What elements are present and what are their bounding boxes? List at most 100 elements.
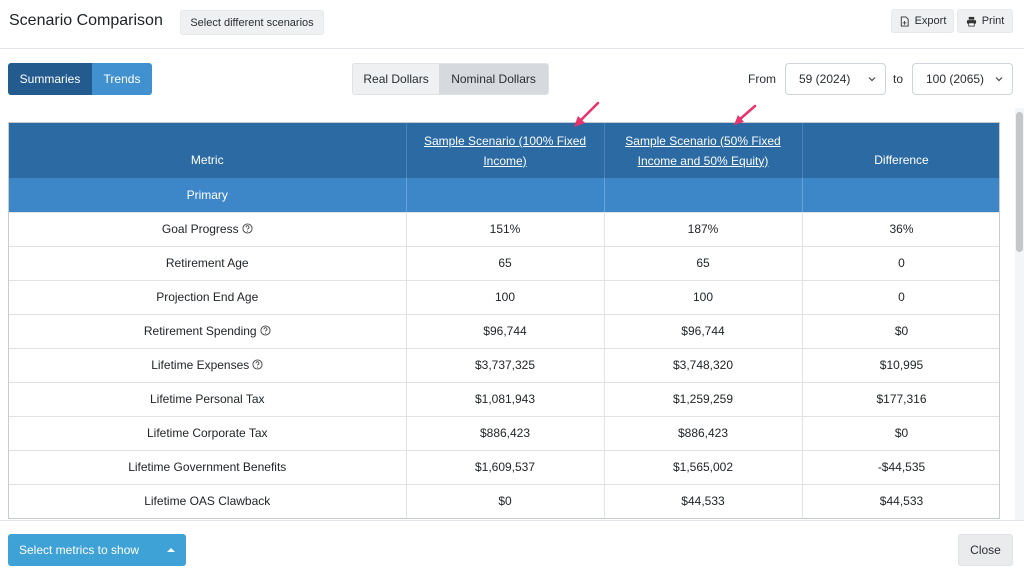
column-header-metric: Metric — [9, 123, 407, 178]
table-header-row: Metric Sample Scenario (100% Fixed Income… — [9, 123, 999, 178]
column-header-scenario-a: Sample Scenario (100% Fixed Income) — [406, 123, 605, 178]
difference-cell: 0 — [802, 280, 999, 315]
close-button[interactable]: Close — [958, 534, 1013, 566]
scenario-a-cell: $96,744 — [406, 314, 605, 349]
scenario-b-cell: 65 — [604, 246, 803, 281]
help-circle-icon[interactable] — [242, 223, 253, 234]
print-label: Print — [981, 15, 1005, 27]
scenario-b-cell: $886,423 — [604, 416, 803, 451]
tab-summaries[interactable]: Summaries — [8, 63, 92, 95]
table-row: Lifetime Government Benefits $1,609,537 $1… — [9, 450, 999, 485]
scenario-b-cell-text: $1,565,002 — [672, 460, 734, 474]
scenario-a-link-line: Sample Scenario (100% Fixed — [423, 133, 587, 148]
scenario-a-cell-text: 65 — [498, 256, 512, 270]
annotation-arrow-icon — [734, 104, 757, 125]
metric-cell: Lifetime Corporate Tax — [9, 416, 407, 451]
difference-cell: -$44,535 — [802, 450, 999, 485]
table-row: Lifetime Expenses $3,737,325 $3,748,320 $10… — [9, 348, 999, 383]
tab-trends[interactable]: Trends — [92, 63, 152, 95]
metric-cell: Goal Progress — [9, 212, 407, 247]
scenario-a-cell: 65 — [406, 246, 605, 281]
scenario-a-cell-text: $96,744 — [483, 324, 527, 338]
page-title: Scenario Comparison — [9, 12, 163, 29]
from-select[interactable]: 59 (2024) — [785, 63, 886, 95]
difference-cell: $0 — [802, 416, 999, 451]
metric-cell-text: Lifetime Corporate Tax — [146, 426, 268, 440]
annotation-arrow-icon — [574, 101, 600, 127]
metric-cell-text: Goal Progress — [161, 222, 239, 236]
difference-cell-text: $10,995 — [879, 358, 924, 372]
metric-cell-text: Lifetime Expenses — [151, 358, 250, 372]
print-button[interactable]: Print — [957, 9, 1013, 33]
view-toggle: Summaries Trends — [8, 63, 152, 95]
scenario-a-cell: $886,423 — [406, 416, 605, 451]
scenario-b-cell: 187% — [604, 212, 803, 247]
scenario-a-cell-text: $0 — [498, 494, 512, 508]
scenario-a-cell-text: $1,609,537 — [474, 460, 536, 474]
table-row: Lifetime Corporate Tax $886,423 $886,423 $0 — [9, 416, 999, 451]
scenario-b-cell: $44,533 — [604, 484, 803, 518]
difference-cell-text: $0 — [894, 426, 909, 440]
scenario-a-cell: $3,737,325 — [406, 348, 605, 383]
real-dollars-button[interactable]: Real Dollars — [353, 64, 440, 94]
difference-cell: 36% — [802, 212, 999, 247]
scenario-a-cell-text: $1,081,943 — [474, 392, 536, 406]
scenario-a-cell-text: $886,423 — [479, 426, 531, 440]
scenario-a-link-line: Income) — [483, 153, 527, 168]
group-row-primary: Primary — [9, 178, 999, 213]
chevron-down-icon — [995, 77, 1003, 82]
export-button[interactable]: Export — [891, 9, 954, 33]
scenario-b-cell-text: 100 — [692, 290, 714, 304]
group-cell — [406, 178, 605, 213]
column-header-scenario-b: Sample Scenario (50% Fixed Income and 50%… — [604, 123, 803, 178]
scenario-b-link-line: Sample Scenario (50% Fixed — [625, 133, 781, 148]
table-row: Lifetime Personal Tax $1,081,943 $1,259,25… — [9, 382, 999, 417]
from-select-value: 59 (2024) — [799, 72, 851, 86]
to-label: to — [893, 72, 904, 86]
scenario-b-cell-text: $886,423 — [677, 426, 729, 440]
scenario-a-cell: $1,609,537 — [406, 450, 605, 485]
metric-cell: Lifetime OAS Clawback — [9, 484, 407, 518]
chevron-down-icon — [868, 77, 876, 82]
scenario-b-cell: $3,748,320 — [604, 348, 803, 383]
scenario-b-cell-text: $1,259,259 — [672, 392, 734, 406]
difference-cell-text: $44,533 — [879, 494, 924, 508]
scenario-b-cell: $96,744 — [604, 314, 803, 349]
group-label: Primary — [9, 178, 407, 213]
scenario-a-cell-text: 100 — [494, 290, 516, 304]
select-metrics-button[interactable]: Select metrics to show — [8, 534, 186, 566]
scenario-a-cell: 151% — [406, 212, 605, 247]
metric-cell-text: Lifetime OAS Clawback — [144, 494, 271, 508]
difference-cell: $177,316 — [802, 382, 999, 417]
help-circle-icon[interactable] — [260, 325, 271, 336]
difference-cell-text: 36% — [889, 222, 914, 236]
scenario-b-cell-text: $44,533 — [681, 494, 725, 508]
scenario-a-cell-text: 151% — [489, 222, 521, 236]
metric-cell: Projection End Age — [9, 280, 407, 315]
scenario-b-cell-text: $96,744 — [681, 324, 725, 338]
scenario-a-link[interactable]: Sample Scenario (100% Fixed Income) — [424, 134, 586, 168]
metric-cell: Retirement Spending — [9, 314, 407, 349]
nominal-dollars-button[interactable]: Nominal Dollars — [439, 64, 548, 94]
scenario-b-cell-text: 187% — [687, 222, 719, 236]
scenario-b-link[interactable]: Sample Scenario (50% Fixed Income and 50%… — [625, 134, 780, 168]
dollar-mode-toggle: Real Dollars Nominal Dollars — [352, 63, 549, 95]
metric-cell-text: Retirement Age — [165, 256, 249, 270]
difference-cell: $44,533 — [802, 484, 999, 518]
metric-cell: Lifetime Expenses — [9, 348, 407, 383]
scrollbar-thumb[interactable] — [1016, 112, 1023, 252]
file-export-icon — [900, 15, 909, 27]
group-cell — [604, 178, 803, 213]
metric-cell-text: Lifetime Government Benefits — [128, 460, 287, 474]
from-label: From — [748, 72, 776, 86]
select-scenarios-button[interactable]: Select different scenarios — [180, 10, 324, 35]
help-circle-icon[interactable] — [252, 359, 263, 370]
vertical-scrollbar[interactable] — [1015, 108, 1024, 520]
select-metrics-label: Select metrics to show — [19, 543, 140, 557]
metric-cell-text: Projection End Age — [156, 290, 259, 304]
scenario-a-cell: 100 — [406, 280, 605, 315]
metric-cell-text: Lifetime Personal Tax — [149, 392, 265, 406]
difference-cell-text: 0 — [898, 256, 905, 270]
to-select[interactable]: 100 (2065) — [912, 63, 1013, 95]
group-cell — [802, 178, 999, 213]
